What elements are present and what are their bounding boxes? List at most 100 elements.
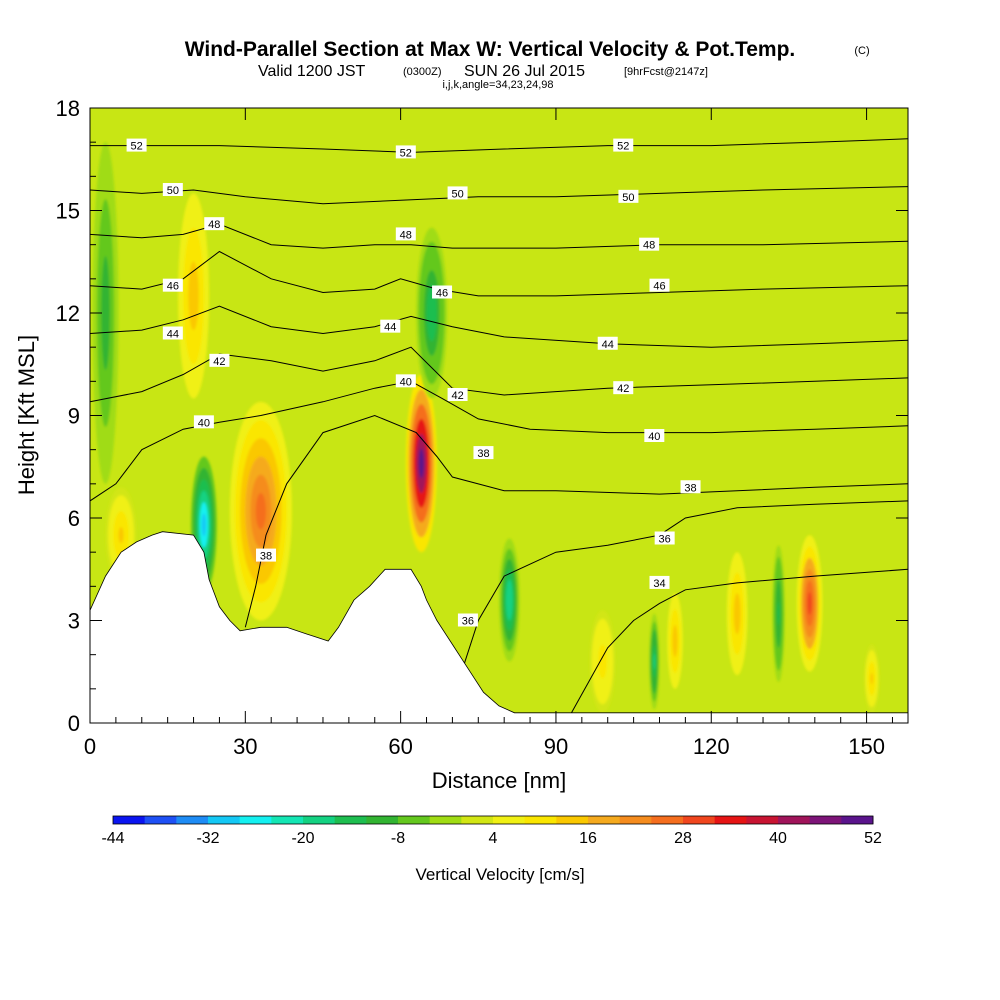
colorbar-tick-label: 40 <box>769 830 787 847</box>
contour-label-text: 46 <box>436 288 448 300</box>
colorbar-swatch <box>493 816 526 824</box>
y-tick-label: 18 <box>56 96 80 121</box>
x-tick-label: 150 <box>848 734 885 759</box>
contour-label: 38 <box>256 548 277 563</box>
contour-label-text: 50 <box>167 185 179 197</box>
contour-label: 52 <box>613 138 634 153</box>
x-tick-label: 120 <box>693 734 730 759</box>
colorbar-swatch <box>461 816 494 824</box>
colorbar-tick-label: -44 <box>101 830 124 847</box>
velocity-feature <box>229 401 292 621</box>
contour-label: 50 <box>162 183 183 197</box>
y-tick-label: 6 <box>68 506 80 531</box>
valid-date: SUN 26 Jul 2015 <box>464 63 585 80</box>
velocity-feature <box>589 610 616 713</box>
plot-area: 52 52 52 50 50 50 48 48 48 46 46 46 44 44 44 42 42 42 40 40… <box>90 108 908 723</box>
contour-labels: 52 52 52 50 50 50 48 48 48 46 46 46 44 44 44 42 42 42 40 40… <box>126 138 701 628</box>
velocity-cell <box>807 592 812 615</box>
colorbar-tick-label: 4 <box>489 830 498 847</box>
velocity-feature <box>796 535 823 672</box>
contour-label: 38 <box>473 446 494 460</box>
contour-label: 42 <box>613 381 634 395</box>
x-tick-label: 0 <box>84 734 96 759</box>
velocity-feature <box>772 545 785 683</box>
contour-label-text: 42 <box>451 390 463 402</box>
colorbar-swatch <box>366 816 399 824</box>
y-tick-label: 12 <box>56 301 80 326</box>
colorbar-swatch <box>239 816 272 824</box>
theta-contour-42 <box>90 346 908 403</box>
colorbar-tick-label: 16 <box>579 830 597 847</box>
contour-label: 44 <box>380 319 401 334</box>
y-tick-label: 15 <box>56 199 80 224</box>
colorbar-swatch <box>524 816 557 824</box>
theta-contour-38 <box>244 414 908 628</box>
contour-label: 42 <box>209 353 230 368</box>
contour-label-text: 38 <box>684 482 696 494</box>
x-tick-label: 60 <box>388 734 412 759</box>
y-tick-label: 3 <box>68 609 80 634</box>
theta-contour-46 <box>90 250 908 297</box>
contour-label-text: 50 <box>622 192 634 204</box>
contour-label-text: 44 <box>167 329 179 341</box>
contour-label: 46 <box>649 278 670 293</box>
velocity-cell <box>507 589 512 611</box>
colorbar-swatch <box>398 816 431 824</box>
contour-label-text: 52 <box>400 147 412 159</box>
velocity-feature <box>499 538 520 662</box>
contour-label-text: 34 <box>653 578 665 590</box>
contour-label-text: 46 <box>167 281 179 293</box>
velocity-cell <box>735 603 739 624</box>
contour-label-text: 50 <box>451 188 463 200</box>
theta-contour-52 <box>90 138 908 153</box>
valid-utc: (0300Z) <box>403 66 442 78</box>
colorbar-swatch <box>778 816 811 824</box>
forecast-info: [9hrFcst@2147z] <box>624 66 708 78</box>
contour-label-text: 38 <box>477 448 489 460</box>
contour-label-text: 48 <box>208 219 220 231</box>
x-tick-label: 30 <box>233 734 257 759</box>
velocity-feature <box>726 552 748 676</box>
contour-label-text: 44 <box>602 339 614 351</box>
contour-label-text: 48 <box>400 229 412 241</box>
colorbar-swatch <box>841 816 874 824</box>
contour-label: 38 <box>680 480 701 494</box>
colorbar-tick-label: -20 <box>291 830 314 847</box>
contour-label-text: 48 <box>643 240 655 252</box>
y-axis-label: Height [Kft MSL] <box>14 335 39 495</box>
contour-label: 44 <box>162 326 183 341</box>
colorbar-swatch <box>334 816 367 824</box>
velocity-cell <box>255 492 267 530</box>
colorbar-frame <box>112 815 874 825</box>
colorbar: -44 -32 -20 -8 4 16 28 40 52 <box>101 815 882 847</box>
y-tick-label: 9 <box>68 404 80 429</box>
valid-time: Valid 1200 JST <box>258 63 366 80</box>
contour-label: 48 <box>395 227 416 241</box>
contour-label: 40 <box>193 415 214 429</box>
contour-label: 42 <box>447 388 468 402</box>
colorbar-tick-label: 52 <box>864 830 882 847</box>
velocity-cell <box>190 278 197 313</box>
velocity-feature <box>649 613 660 710</box>
contour-label: 36 <box>654 531 675 546</box>
contour-label: 50 <box>618 189 639 204</box>
contour-label-text: 52 <box>130 141 142 153</box>
contour-label: 52 <box>126 138 147 153</box>
contour-label-text: 52 <box>617 141 629 153</box>
colorbar-swatch <box>271 816 304 824</box>
velocity-cell <box>673 633 677 649</box>
colorbar-swatch <box>429 816 462 824</box>
contour-label-text: 40 <box>198 417 210 429</box>
colorbar-swatch <box>556 816 589 824</box>
colorbar-swatch <box>809 816 842 824</box>
contour-label: 36 <box>457 613 478 628</box>
contour-label-text: 40 <box>648 431 660 443</box>
colorbar-swatch <box>683 816 716 824</box>
colorbar-swatch <box>144 816 177 824</box>
contour-label-text: 46 <box>653 281 665 293</box>
contour-label-text: 42 <box>213 356 225 368</box>
velocity-feature <box>405 374 437 553</box>
contour-label: 52 <box>395 145 416 159</box>
y-tick-label: 0 <box>68 711 80 736</box>
